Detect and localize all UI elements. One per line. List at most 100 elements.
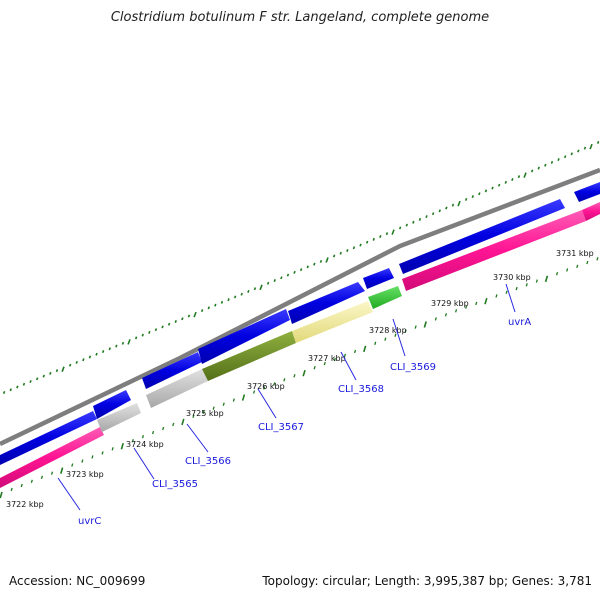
gc-dot: [227, 298, 230, 302]
gc-dot: [82, 358, 85, 362]
gene-label-uvrC[interactable]: uvrC: [78, 516, 101, 527]
gc-dot: [233, 295, 237, 299]
kbp-tick: [273, 382, 276, 386]
gc-dot: [511, 178, 514, 181]
gene-label-cli-3568[interactable]: CLI_3568: [338, 384, 384, 395]
gene-label-cli-3567[interactable]: CLI_3567: [258, 422, 304, 433]
gc-dot: [2, 390, 6, 394]
kbp-tick: [302, 369, 306, 377]
kbp-tick: [535, 279, 538, 283]
gc-dot: [253, 287, 257, 291]
kbp-tick: [566, 268, 569, 272]
gc-dot: [29, 380, 32, 384]
label-leader-line: [186, 423, 209, 453]
gc-dot: [141, 333, 144, 337]
kbp-tick: [60, 467, 64, 474]
kbp-tick: [50, 471, 54, 475]
gc-dot: [68, 363, 72, 367]
gc-dot: [95, 352, 98, 356]
label-leader-line: [257, 388, 277, 419]
kbp-label: 3730 kbp: [493, 273, 531, 282]
kbp-tick: [423, 321, 427, 328]
label-leader-line: [340, 351, 357, 381]
kbp-label: 3727 kbp: [308, 354, 346, 363]
gc-dot: [101, 350, 105, 354]
gc-dot: [583, 146, 587, 150]
gc-dot: [464, 197, 468, 201]
gc-dot: [174, 320, 177, 323]
kbp-tick: [91, 455, 94, 459]
gc-dot: [280, 276, 283, 280]
kbp-tick: [40, 475, 44, 479]
kbp-label: 3726 kbp: [247, 382, 285, 391]
gc-dot: [517, 175, 521, 179]
gc-dot: [220, 300, 224, 304]
gc-dot: [42, 374, 45, 378]
gc-dot: [346, 249, 349, 252]
gc-dot: [22, 382, 26, 386]
accession-text: Accession: NC_009699: [9, 574, 146, 588]
kbp-tick: [454, 309, 458, 313]
gc-dot: [451, 203, 455, 207]
kbp-tick: [333, 357, 336, 362]
kbp-tick: [374, 341, 377, 345]
gc-dot: [127, 339, 131, 345]
label-leader-line: [392, 318, 406, 357]
gene-cli-3568: [292, 301, 373, 343]
gene-label-uvrA[interactable]: uvrA: [508, 317, 531, 328]
kbp-tick: [131, 439, 134, 443]
gc-dot: [550, 160, 554, 164]
gc-dot: [134, 336, 138, 340]
kbp-tick: [495, 294, 498, 298]
kbp-tick: [505, 290, 508, 294]
kbp-tick: [232, 398, 235, 402]
kbp-tick: [241, 394, 246, 401]
gene-arrow-forward: [288, 282, 365, 324]
gc-dot: [596, 140, 600, 144]
label-leader-line: [133, 447, 155, 480]
gc-dot: [115, 344, 118, 348]
gc-dot: [570, 152, 573, 156]
kbp-tick: [414, 325, 417, 329]
gc-dot: [405, 223, 408, 227]
gc-dot: [214, 303, 217, 307]
kbp-tick: [544, 275, 549, 283]
gc-dot: [504, 180, 507, 184]
kbp-tick: [101, 451, 104, 455]
gc-dot: [530, 169, 534, 173]
gene-label-cli-3569[interactable]: CLI_3569: [390, 362, 436, 373]
gc-dot: [352, 246, 356, 250]
gene-label-cli-3565[interactable]: CLI_3565: [152, 479, 198, 490]
kbp-tick: [263, 386, 266, 390]
kbp-tick: [151, 430, 155, 435]
gene-arrow-reverse-uvrC: [0, 427, 104, 488]
gc-dot: [319, 259, 323, 263]
gc-dot: [563, 155, 567, 159]
gc-dot: [193, 311, 197, 318]
gc-dot: [200, 309, 204, 313]
gc-dot: [372, 237, 375, 241]
gc-dot: [35, 377, 39, 381]
kbp-tick: [434, 317, 437, 321]
gc-dot: [544, 163, 547, 167]
kbp-tick: [525, 283, 528, 287]
gc-dot: [398, 226, 402, 230]
kbp-tick: [343, 353, 347, 358]
kbp-tick: [484, 297, 488, 305]
kbp-label: 3723 kbp: [66, 470, 104, 479]
gene-arrow-forward: [142, 352, 202, 389]
kbp-label: 3722 kbp: [6, 500, 44, 509]
gc-dot: [154, 328, 158, 332]
gc-dot: [313, 262, 316, 266]
gene-label-cli-3566[interactable]: CLI_3566: [185, 456, 231, 467]
gc-dot: [161, 325, 164, 329]
kbp-label: 3724 kbp: [126, 440, 164, 449]
genome-backbone: [0, 167, 600, 447]
kbp-tick: [293, 374, 296, 378]
kbp-tick: [576, 264, 579, 268]
gc-dot: [471, 195, 474, 199]
gc-dot: [385, 232, 389, 236]
kbp-tick: [475, 301, 478, 306]
kbp-tick: [586, 260, 589, 265]
